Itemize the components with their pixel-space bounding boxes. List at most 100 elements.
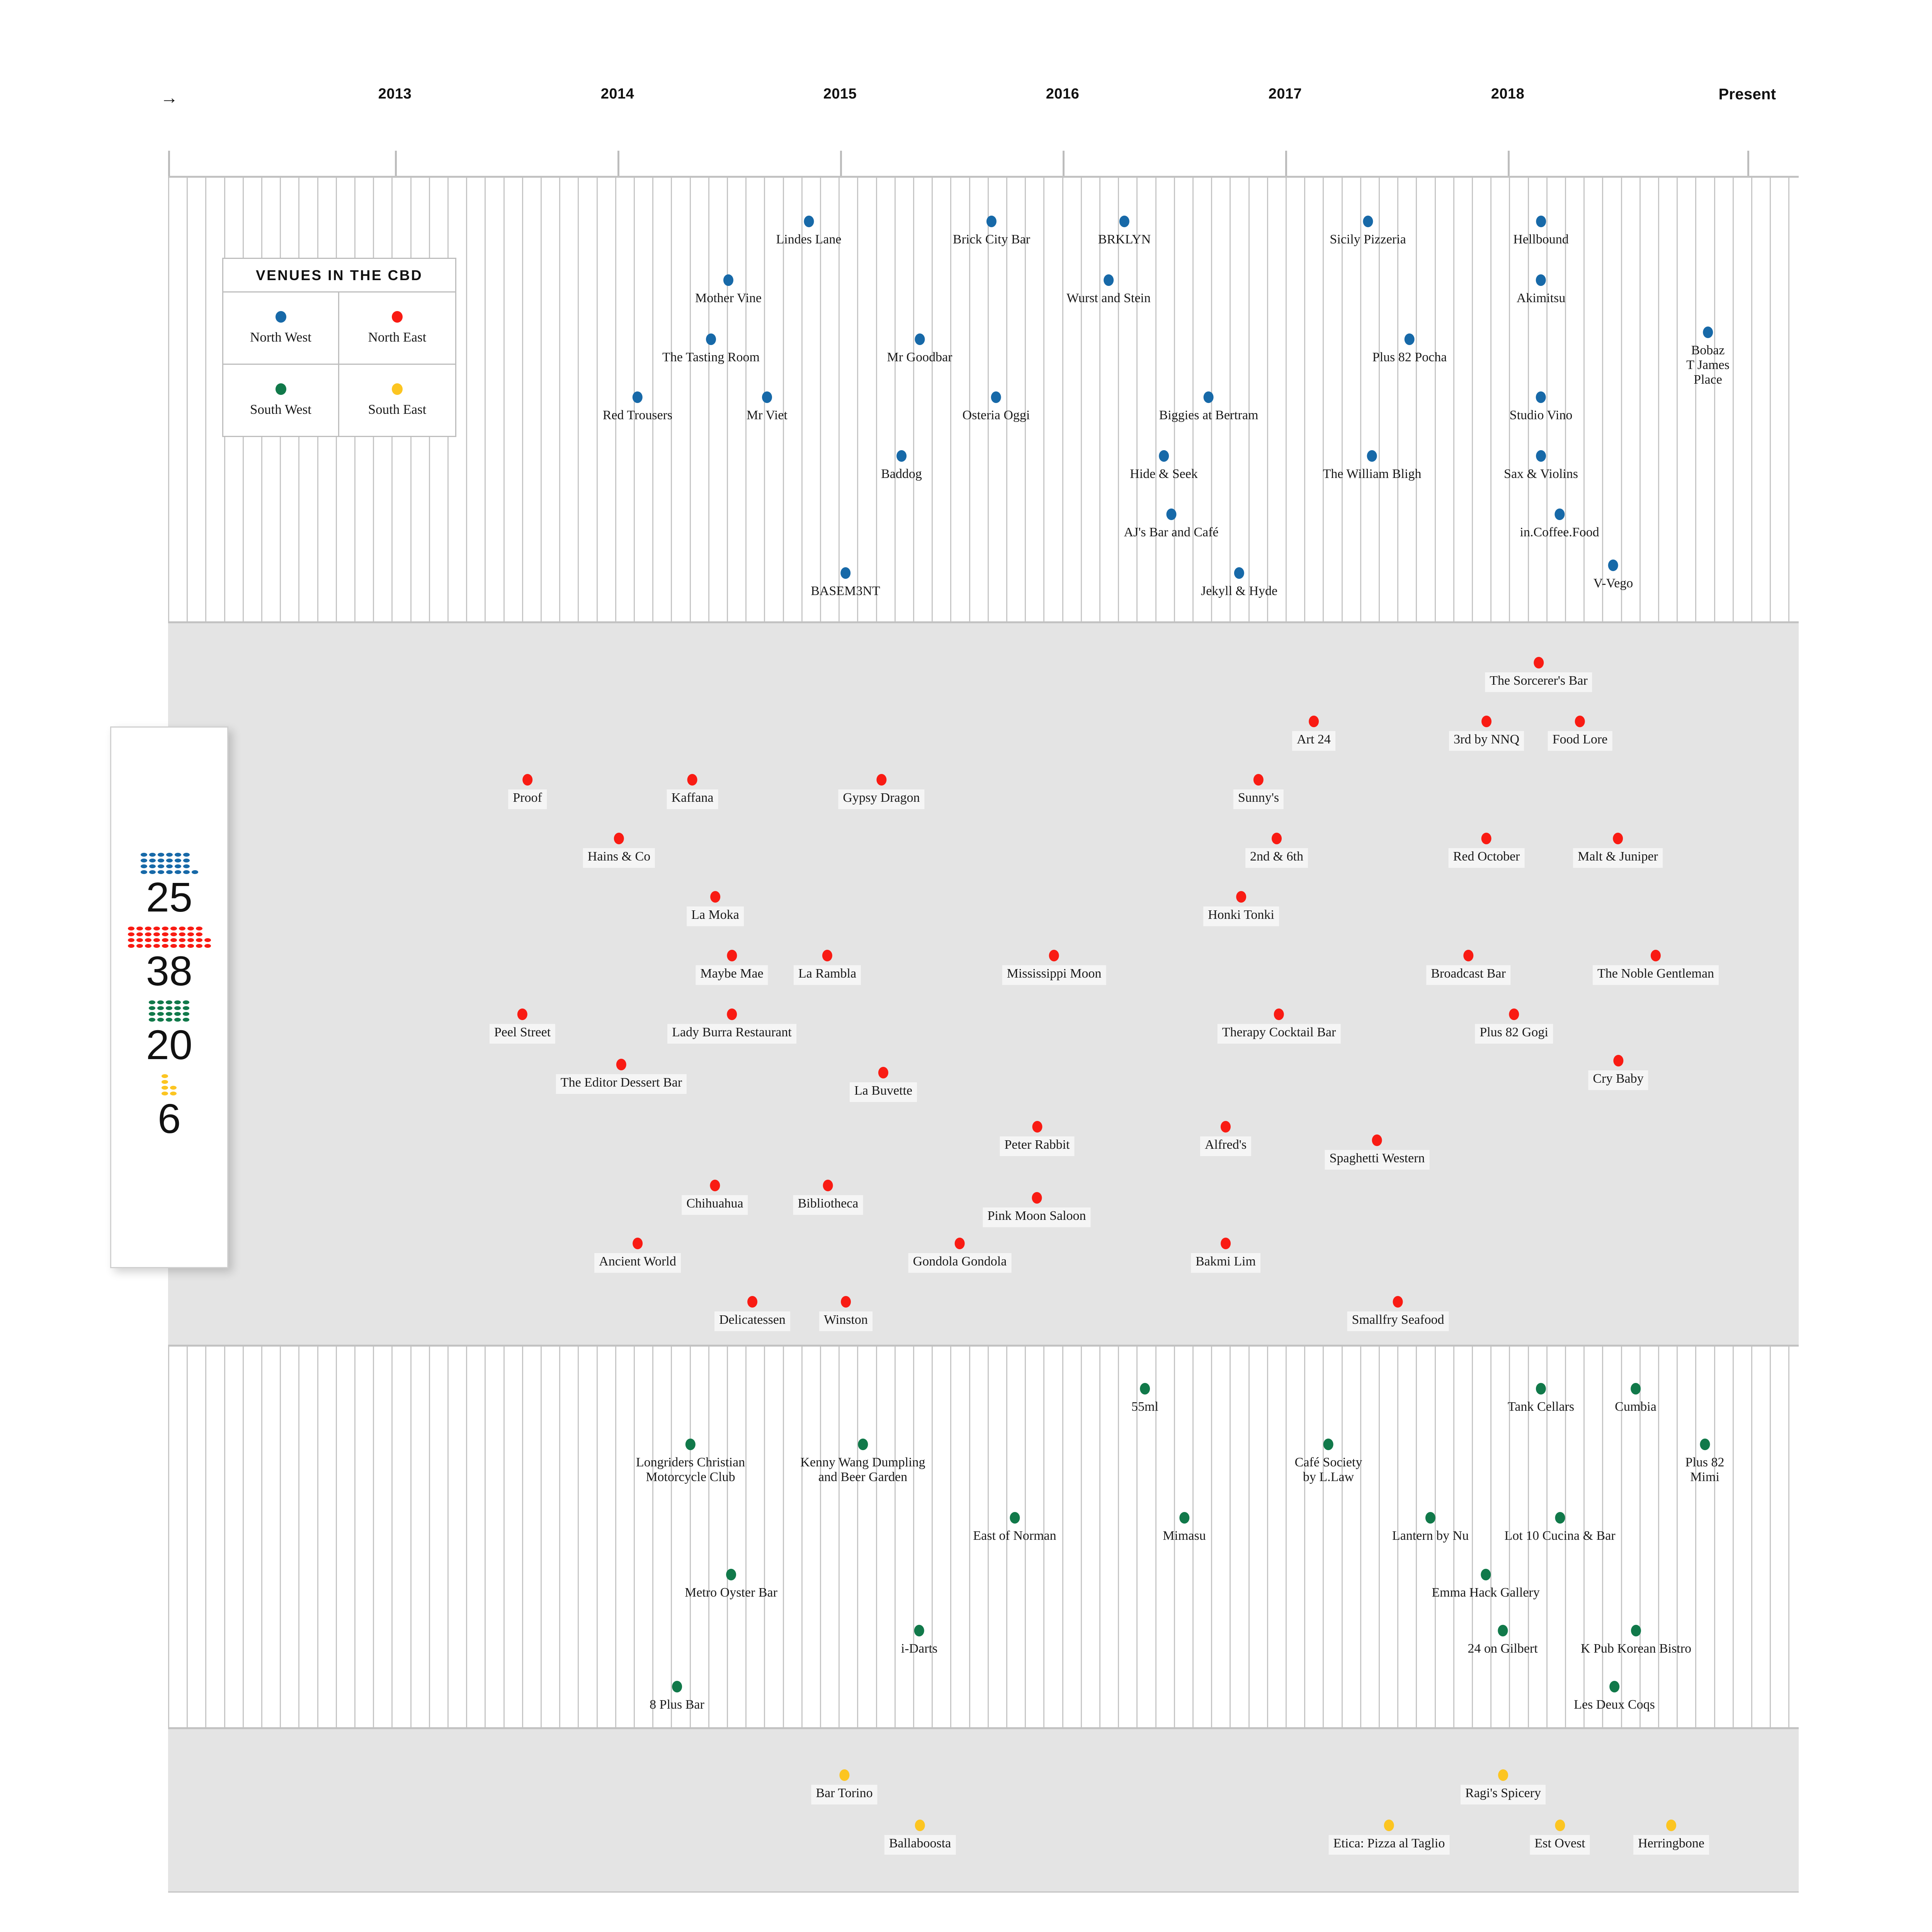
venue-point[interactable]: Plus 82 Mimi (1680, 1439, 1729, 1488)
venue-point[interactable]: Cry Baby (1588, 1055, 1648, 1090)
venue-point[interactable]: Café Society by L.Law (1290, 1439, 1367, 1488)
venue-point[interactable]: Les Deux Coqs (1569, 1681, 1660, 1716)
venue-point[interactable]: Lantern by Nu (1388, 1512, 1473, 1547)
venue-point[interactable]: Bibliotheca (793, 1180, 863, 1215)
venue-point[interactable]: Ancient World (594, 1238, 681, 1273)
venue-point[interactable]: The Tasting Room (658, 333, 764, 369)
venue-point[interactable]: Spaghetti Western (1325, 1134, 1430, 1170)
venue-point[interactable]: Wurst and Stein (1062, 274, 1155, 310)
venue-point[interactable]: Plus 82 Pocha (1368, 333, 1452, 369)
venue-point[interactable]: Maybe Mae (696, 950, 768, 985)
venue-point[interactable]: Lindes Lane (772, 216, 846, 251)
venue-point[interactable]: Mimasu (1158, 1512, 1210, 1547)
venue-point[interactable]: The Sorcerer's Bar (1485, 657, 1592, 692)
venue-point[interactable]: Alfred's (1200, 1121, 1252, 1156)
venue-point[interactable]: Metro Oyster Bar (680, 1569, 782, 1604)
venue-point[interactable]: Red Trousers (598, 391, 677, 427)
venue-point[interactable]: Biggies at Bertram (1155, 391, 1263, 427)
venue-point[interactable]: Bakmi Lim (1191, 1238, 1260, 1273)
venue-point[interactable]: Sunny's (1233, 774, 1284, 810)
venue-point[interactable]: 3rd by NNQ (1449, 716, 1524, 751)
venue-point[interactable]: La Buvette (849, 1067, 917, 1102)
venue-point[interactable]: Therapy Cocktail Bar (1217, 1009, 1341, 1044)
venue-label: Hide & Seek (1130, 467, 1198, 481)
venue-point[interactable]: Chihuahua (682, 1180, 748, 1215)
venue-point[interactable]: Mr Goodbar (882, 333, 957, 369)
grid-line (597, 176, 598, 621)
venue-point[interactable]: Hains & Co (583, 833, 655, 868)
venue-point[interactable]: Bobaz T James Place (1682, 327, 1734, 391)
venue-point[interactable]: Smallfry Seafood (1347, 1296, 1449, 1332)
venue-point[interactable]: Lady Burra Restaurant (667, 1009, 796, 1044)
venue-point[interactable]: Broadcast Bar (1426, 950, 1510, 985)
venue-point[interactable]: 55ml (1127, 1383, 1163, 1418)
venue-point[interactable]: Lot 10 Cucina & Bar (1500, 1512, 1620, 1547)
dot-matrix-column (204, 938, 211, 948)
venue-point[interactable]: Proof (508, 774, 547, 810)
venue-point[interactable]: Akimitsu (1512, 274, 1570, 310)
venue-point[interactable]: Baddog (876, 450, 927, 485)
venue-point[interactable]: La Rambla (793, 950, 861, 985)
venue-point[interactable]: K Pub Korean Bistro (1576, 1625, 1696, 1660)
venue-label: Ragi's Spicery (1461, 1785, 1546, 1805)
venue-point[interactable]: The William Bligh (1318, 450, 1426, 485)
venue-point[interactable]: i-Darts (896, 1625, 942, 1660)
venue-point[interactable]: Sicily Pizzeria (1325, 216, 1410, 251)
cbd-legend-item[interactable]: North West (223, 291, 339, 364)
venue-point[interactable]: Etica: Pizza al Taglio (1328, 1820, 1450, 1855)
venue-point[interactable]: Cumbia (1610, 1383, 1661, 1418)
venue-point[interactable]: The Editor Dessert Bar (556, 1059, 687, 1094)
venue-point[interactable]: Mother Vine (690, 274, 766, 310)
venue-point[interactable]: Art 24 (1292, 716, 1335, 751)
venue-point[interactable]: Kenny Wang Dumpling and Beer Garden (796, 1439, 930, 1488)
venue-point[interactable]: Peel Street (489, 1009, 556, 1044)
venue-point[interactable]: Red October (1448, 833, 1525, 868)
venue-point[interactable]: 2nd & 6th (1245, 833, 1308, 868)
venue-point[interactable]: La Moka (687, 891, 744, 927)
venue-point[interactable]: Gondola Gondola (908, 1238, 1012, 1273)
venue-point[interactable]: Herringbone (1633, 1820, 1709, 1855)
venue-point[interactable]: Ragi's Spicery (1461, 1769, 1546, 1805)
venue-point[interactable]: Est Ovest (1530, 1820, 1590, 1855)
venue-point[interactable]: Ballaboosta (884, 1820, 956, 1855)
venue-point[interactable]: AJ's Bar and Café (1119, 509, 1223, 544)
venue-point[interactable]: Sax & Violins (1499, 450, 1583, 485)
venue-point[interactable]: Peter Rabbit (1000, 1121, 1075, 1156)
venue-label: Plus 82 Gogi (1475, 1024, 1553, 1044)
venue-point[interactable]: Longriders Christian Motorcycle Club (631, 1439, 750, 1488)
venue-point[interactable]: Mississippi Moon (1002, 950, 1106, 985)
venue-point[interactable]: Food Lore (1548, 716, 1612, 751)
venue-point[interactable]: Emma Hack Gallery (1427, 1569, 1544, 1604)
venue-point[interactable]: Mr Viet (742, 391, 792, 427)
cbd-legend-item[interactable]: South East (339, 364, 455, 436)
cbd-legend-item[interactable]: North East (339, 291, 455, 364)
venue-point[interactable]: Hellbound (1509, 216, 1573, 251)
cbd-legend-item[interactable]: South West (223, 364, 339, 436)
venue-point[interactable]: Studio Vino (1505, 391, 1577, 427)
venue-point[interactable]: 24 on Gilbert (1463, 1625, 1542, 1660)
venue-point[interactable]: Brick City Bar (948, 216, 1035, 251)
venue-point[interactable]: Bar Torino (811, 1769, 878, 1805)
venue-point[interactable]: BRKLYN (1094, 216, 1155, 251)
venue-point[interactable]: The Noble Gentleman (1592, 950, 1719, 985)
venue-point[interactable]: Pink Moon Saloon (983, 1192, 1091, 1228)
venue-point[interactable]: 8 Plus Bar (645, 1681, 709, 1716)
venue-point[interactable]: Delicatessen (714, 1296, 790, 1332)
venue-point[interactable]: East of Norman (968, 1512, 1061, 1547)
venue-point[interactable]: V-Vego (1589, 560, 1638, 595)
venue-point[interactable]: Winston (819, 1296, 872, 1332)
venue-point[interactable]: Gypsy Dragon (838, 774, 925, 810)
venue-point[interactable]: Kaffana (667, 774, 718, 810)
venue-point[interactable]: in.Coffee.Food (1515, 509, 1604, 544)
venue-point[interactable]: Plus 82 Gogi (1475, 1009, 1553, 1044)
venue-point[interactable]: Malt & Juniper (1573, 833, 1663, 868)
venue-point[interactable]: Tank Cellars (1503, 1383, 1579, 1418)
venue-point[interactable]: Jekyll & Hyde (1196, 567, 1282, 602)
venue-point[interactable]: Honki Tonki (1203, 891, 1279, 927)
grid-line (1267, 1347, 1268, 1727)
venue-point[interactable]: BASEM3NT (806, 567, 884, 602)
dot-matrix-column (162, 927, 168, 948)
venue-point[interactable]: Osteria Oggi (958, 391, 1035, 427)
venue-point[interactable]: Hide & Seek (1125, 450, 1202, 485)
grid-line (1360, 1347, 1361, 1727)
